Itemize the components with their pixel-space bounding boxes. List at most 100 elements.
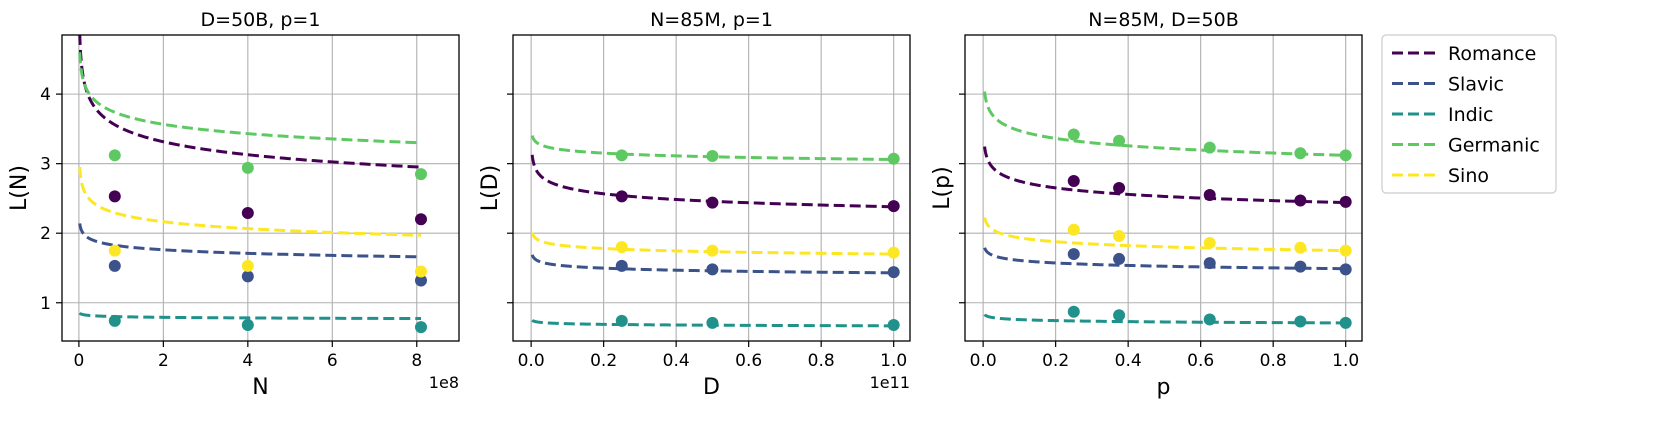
series-line-germanic bbox=[983, 91, 1346, 157]
series-line-sino bbox=[530, 232, 894, 256]
x-offset-label: 1e11 bbox=[870, 373, 910, 392]
data-point-slavic bbox=[887, 266, 900, 279]
y-axis-label: L(N) bbox=[7, 165, 32, 211]
data-point-slavic bbox=[615, 259, 628, 272]
data-point-slavic bbox=[108, 259, 121, 272]
series-line-indic bbox=[531, 319, 894, 328]
series-line-romance bbox=[983, 146, 1346, 205]
y-tick-label: 2 bbox=[40, 224, 51, 244]
legend-entry-indic: Indic bbox=[1392, 104, 1493, 126]
data-point-indic bbox=[1067, 305, 1080, 318]
data-point-slavic bbox=[706, 263, 719, 276]
data-point-slavic bbox=[1203, 257, 1216, 270]
data-point-sino bbox=[706, 244, 719, 257]
data-point-germanic bbox=[1294, 147, 1307, 160]
series-line-slavic bbox=[530, 254, 894, 275]
data-point-romance bbox=[1339, 195, 1352, 208]
series-line-indic bbox=[78, 312, 421, 321]
x-tick-label: 0.8 bbox=[808, 351, 835, 371]
axes-frame bbox=[61, 34, 460, 342]
data-point-indic bbox=[1203, 313, 1216, 326]
data-point-germanic bbox=[887, 152, 900, 165]
x-tick-label: 0.0 bbox=[518, 351, 545, 371]
x-tick-label: 1.0 bbox=[1332, 351, 1359, 371]
data-point-sino bbox=[615, 241, 628, 254]
x-axis-label: N bbox=[252, 375, 268, 400]
panel-title: D=50B, p=1 bbox=[201, 9, 321, 31]
panel-title: N=85M, p=1 bbox=[650, 9, 773, 31]
panel-2: 0.0 0.2 0.4 0.6 0.8 1.0 N=85M, p=1 D L(D) 1e11 bbox=[478, 9, 911, 400]
data-point-slavic bbox=[1339, 263, 1352, 276]
data-point-germanic bbox=[706, 150, 719, 163]
data-point-indic bbox=[615, 314, 628, 327]
data-point-indic bbox=[887, 319, 900, 332]
data-point-sino bbox=[887, 246, 900, 259]
legend-label: Sino bbox=[1448, 165, 1489, 187]
x-tick-label: 8 bbox=[411, 351, 422, 371]
data-point-germanic bbox=[1113, 134, 1126, 147]
data-point-germanic bbox=[414, 168, 427, 181]
data-point-slavic bbox=[241, 270, 254, 283]
x-axis-label: D bbox=[703, 375, 720, 400]
series-group bbox=[530, 135, 900, 332]
data-point-indic bbox=[1113, 309, 1126, 322]
legend-label: Indic bbox=[1448, 104, 1493, 126]
y-tick-label: 4 bbox=[40, 85, 51, 105]
panel-1: 0 2 4 6 8 1 2 3 4 D=50B, p=1 N L(N) 1e8 bbox=[7, 9, 460, 400]
series-line-sino bbox=[983, 217, 1346, 253]
x-tick-label: 0 bbox=[73, 351, 84, 371]
data-point-germanic bbox=[1067, 128, 1080, 141]
data-point-germanic bbox=[615, 149, 628, 162]
data-point-romance bbox=[1113, 182, 1126, 194]
data-point-indic bbox=[414, 321, 427, 334]
data-point-romance bbox=[706, 196, 719, 209]
data-point-germanic bbox=[241, 161, 254, 174]
x-axis-label: p bbox=[1157, 375, 1171, 400]
data-point-indic bbox=[1339, 316, 1352, 329]
data-point-romance bbox=[1203, 188, 1216, 201]
x-tick-label: 0.6 bbox=[1187, 351, 1214, 371]
panel-3: 0.0 0.2 0.4 0.6 0.8 1.0 N=85M, D=50B p L(p) bbox=[930, 9, 1363, 400]
axes-frame bbox=[512, 34, 911, 342]
data-point-sino bbox=[1067, 223, 1080, 236]
x-tick-label: 0.4 bbox=[663, 351, 690, 371]
legend-entry-sino: Sino bbox=[1392, 165, 1489, 187]
data-point-romance bbox=[108, 190, 121, 203]
data-point-romance bbox=[887, 200, 900, 213]
data-point-sino bbox=[241, 259, 254, 272]
x-tick-label: 0.4 bbox=[1115, 351, 1142, 371]
data-point-germanic bbox=[1203, 141, 1216, 154]
legend-entry-romance: Romance bbox=[1392, 43, 1536, 65]
legend: Romance Slavic Indic Germanic Sino bbox=[1381, 34, 1557, 194]
y-axis-label: L(p) bbox=[930, 166, 955, 209]
series-line-slavic bbox=[78, 223, 422, 259]
legend-box bbox=[1381, 34, 1557, 194]
x-tick-label: 0.0 bbox=[970, 351, 997, 371]
data-point-romance bbox=[1067, 175, 1080, 188]
series-group bbox=[983, 91, 1352, 329]
legend-label: Germanic bbox=[1448, 135, 1540, 157]
series-line-slavic bbox=[983, 247, 1346, 271]
x-offset-label: 1e8 bbox=[429, 373, 459, 392]
x-tick-label: 0.2 bbox=[1042, 351, 1069, 371]
axes-frame bbox=[964, 34, 1363, 342]
x-tick-label: 6 bbox=[327, 351, 338, 371]
data-point-sino bbox=[1339, 244, 1352, 257]
data-point-sino bbox=[1203, 236, 1216, 249]
legend-entry-germanic: Germanic bbox=[1392, 135, 1540, 157]
x-tick-label: 1.0 bbox=[880, 351, 907, 371]
y-axis-label: L(D) bbox=[478, 165, 503, 211]
legend-label: Romance bbox=[1448, 43, 1536, 65]
series-group bbox=[78, 35, 427, 334]
data-point-germanic bbox=[108, 149, 121, 162]
data-point-indic bbox=[1294, 315, 1307, 328]
data-point-indic bbox=[108, 314, 121, 327]
legend-entry-slavic: Slavic bbox=[1392, 74, 1504, 96]
data-point-romance bbox=[414, 213, 427, 226]
x-tick-label: 0.6 bbox=[735, 351, 762, 371]
data-point-romance bbox=[1294, 194, 1307, 207]
data-point-sino bbox=[414, 265, 427, 278]
series-line-germanic bbox=[78, 52, 422, 145]
